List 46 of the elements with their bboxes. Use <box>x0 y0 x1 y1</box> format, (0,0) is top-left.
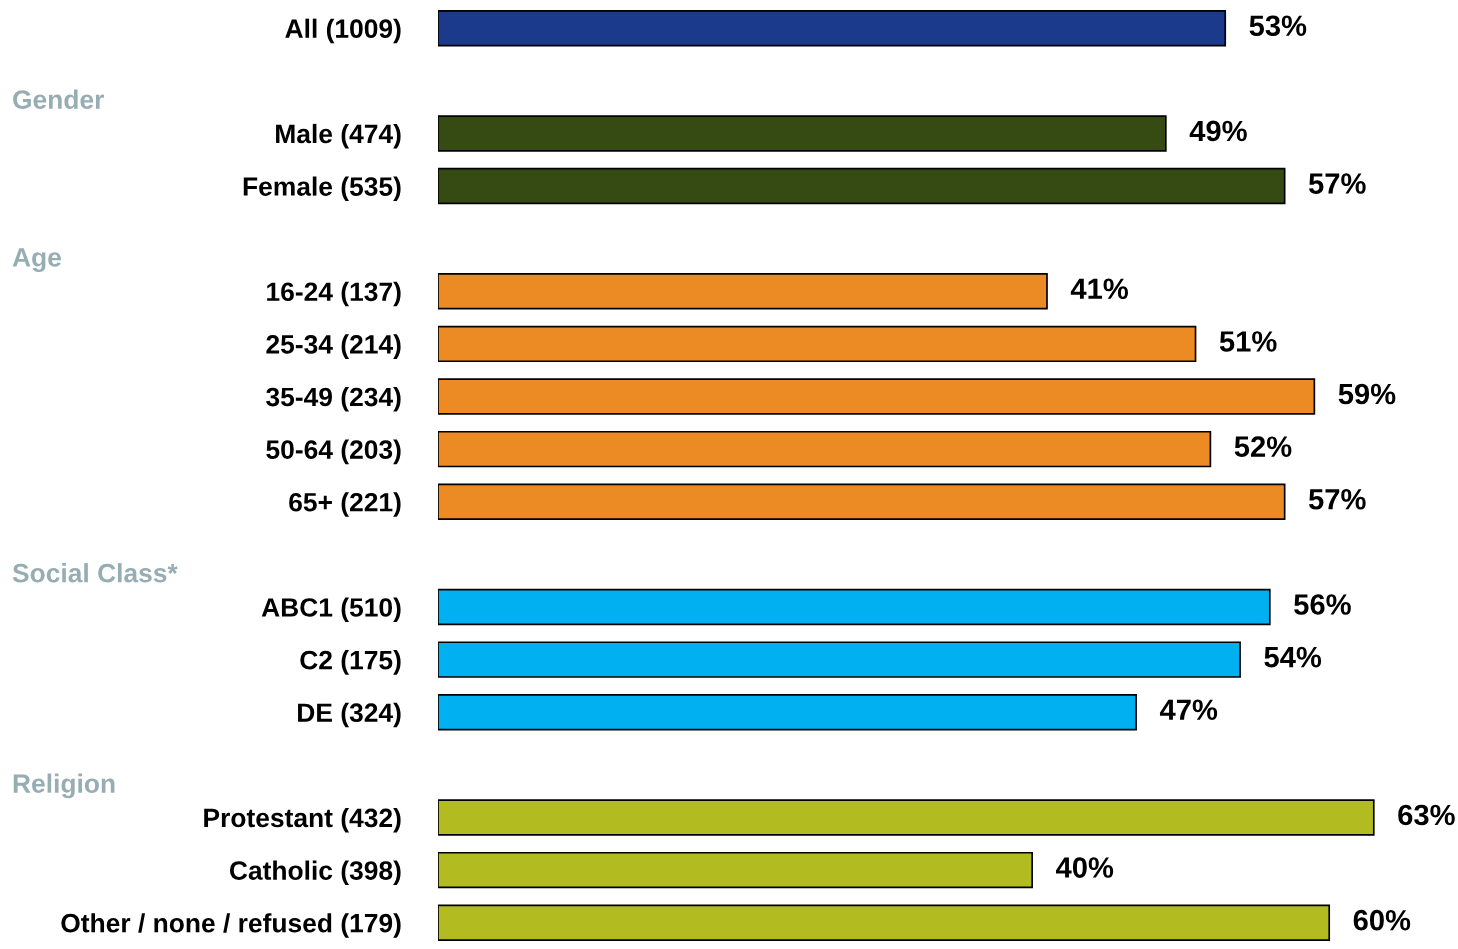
y-tick-label: 25-34 (214) <box>266 334 401 359</box>
bar <box>438 273 1048 310</box>
y-tick-label: 35-49 (234) <box>266 386 401 412</box>
bar <box>438 325 1197 363</box>
bar <box>438 588 1271 626</box>
data-label: 52% <box>1234 436 1292 457</box>
bar <box>438 115 1167 152</box>
y-tick-label: 65+ (221) <box>289 492 401 517</box>
y-tick-label: 16-24 (137) <box>267 281 401 307</box>
data-label: 54% <box>1264 646 1322 668</box>
bar <box>438 851 1033 889</box>
bar <box>438 694 1137 731</box>
y-tick-label: Male (474) <box>276 123 401 149</box>
text: Social Class* <box>12 563 178 583</box>
y-tick-label: C2 (175) <box>300 650 401 675</box>
bar <box>438 378 1316 415</box>
data-label: 56% <box>1294 594 1351 615</box>
bar <box>438 641 1241 678</box>
y-tick-label: Female (535) <box>243 176 401 202</box>
y-tick-label: Catholic (398) <box>229 860 401 886</box>
bar <box>438 10 1227 47</box>
data-label: 41% <box>1070 278 1128 300</box>
y-tick-label: 50-64 (203) <box>266 439 401 465</box>
data-label: 49% <box>1189 120 1247 142</box>
data-label: 47% <box>1159 699 1218 720</box>
data-label: 40% <box>1055 857 1114 878</box>
text: Age <box>12 248 61 273</box>
bar <box>438 904 1331 941</box>
bar <box>438 483 1286 520</box>
text: Gender <box>13 89 104 109</box>
data-label: 63% <box>1398 804 1455 826</box>
y-tick-label: ABC1 (510) <box>261 597 401 623</box>
data-label: 59% <box>1338 383 1396 405</box>
data-label: 57% <box>1308 489 1366 510</box>
y-tick-label: DE (324) <box>298 702 401 728</box>
bar <box>438 167 1286 205</box>
y-tick-label: All (1009) <box>285 18 401 44</box>
data-label: 53% <box>1249 15 1307 37</box>
data-label: 57% <box>1308 173 1366 194</box>
y-tick-label: Other / none / refused (179) <box>61 913 401 938</box>
y-tick-label: Protestant (432) <box>204 807 401 833</box>
data-label: 51% <box>1219 331 1277 352</box>
data-label: 60% <box>1353 909 1411 931</box>
text: Religion <box>13 773 115 799</box>
bar <box>438 430 1212 468</box>
bar <box>438 799 1375 836</box>
